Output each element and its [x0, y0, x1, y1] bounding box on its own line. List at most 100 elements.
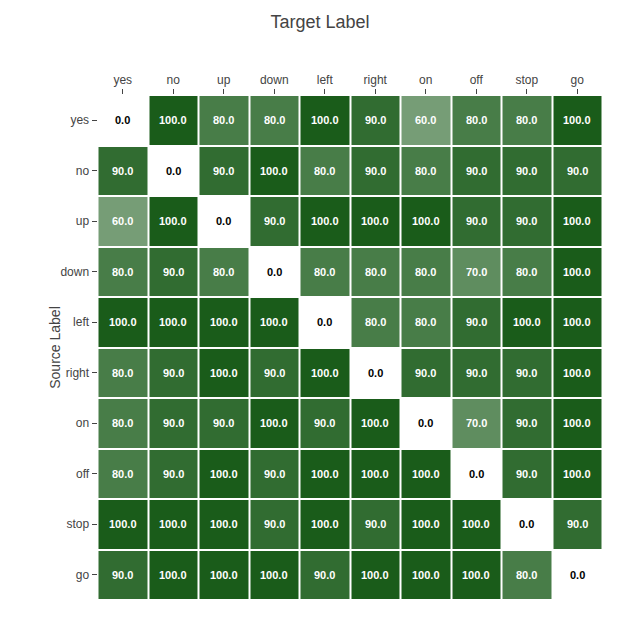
- svg-text:100.0: 100.0: [311, 367, 339, 379]
- svg-text:yes: yes: [70, 113, 89, 127]
- svg-text:0.0: 0.0: [166, 165, 181, 177]
- svg-text:right: right: [66, 366, 90, 380]
- svg-text:100.0: 100.0: [159, 518, 187, 530]
- svg-text:80.0: 80.0: [213, 114, 234, 126]
- svg-text:100.0: 100.0: [210, 316, 238, 328]
- svg-text:100.0: 100.0: [159, 215, 187, 227]
- svg-text:100.0: 100.0: [563, 367, 591, 379]
- svg-text:100.0: 100.0: [210, 569, 238, 581]
- svg-text:100.0: 100.0: [563, 266, 591, 278]
- svg-text:100.0: 100.0: [361, 215, 389, 227]
- svg-text:stop: stop: [66, 517, 89, 531]
- svg-text:90.0: 90.0: [466, 165, 487, 177]
- svg-text:90.0: 90.0: [567, 518, 588, 530]
- svg-text:100.0: 100.0: [412, 215, 440, 227]
- svg-text:80.0: 80.0: [415, 316, 436, 328]
- svg-text:80.0: 80.0: [314, 266, 335, 278]
- svg-text:100.0: 100.0: [260, 417, 288, 429]
- svg-text:100.0: 100.0: [462, 569, 490, 581]
- svg-text:90.0: 90.0: [365, 114, 386, 126]
- svg-text:on: on: [419, 73, 432, 87]
- svg-text:90.0: 90.0: [466, 316, 487, 328]
- svg-text:0.0: 0.0: [115, 114, 130, 126]
- svg-text:0.0: 0.0: [368, 367, 383, 379]
- svg-text:100.0: 100.0: [563, 316, 591, 328]
- svg-text:100.0: 100.0: [311, 468, 339, 480]
- svg-text:off: off: [76, 467, 90, 481]
- svg-text:80.0: 80.0: [365, 316, 386, 328]
- svg-text:90.0: 90.0: [516, 367, 537, 379]
- svg-text:90.0: 90.0: [516, 468, 537, 480]
- svg-text:80.0: 80.0: [415, 266, 436, 278]
- svg-text:90.0: 90.0: [264, 468, 285, 480]
- svg-text:70.0: 70.0: [466, 417, 487, 429]
- svg-text:100.0: 100.0: [260, 165, 288, 177]
- svg-text:90.0: 90.0: [112, 165, 133, 177]
- svg-text:100.0: 100.0: [159, 114, 187, 126]
- svg-text:100.0: 100.0: [311, 114, 339, 126]
- svg-text:90.0: 90.0: [365, 518, 386, 530]
- svg-text:0.0: 0.0: [267, 266, 282, 278]
- svg-text:off: off: [470, 73, 484, 87]
- svg-text:80.0: 80.0: [264, 114, 285, 126]
- svg-text:100.0: 100.0: [210, 367, 238, 379]
- svg-text:80.0: 80.0: [516, 114, 537, 126]
- svg-text:90.0: 90.0: [516, 165, 537, 177]
- svg-text:no: no: [167, 73, 181, 87]
- svg-text:down: down: [60, 265, 89, 279]
- svg-text:100.0: 100.0: [513, 316, 541, 328]
- svg-text:up: up: [217, 73, 231, 87]
- svg-text:90.0: 90.0: [466, 367, 487, 379]
- svg-text:90.0: 90.0: [314, 417, 335, 429]
- svg-text:yes: yes: [113, 73, 132, 87]
- svg-text:100.0: 100.0: [563, 114, 591, 126]
- svg-text:go: go: [76, 568, 90, 582]
- svg-text:0.0: 0.0: [570, 569, 585, 581]
- svg-text:100.0: 100.0: [361, 569, 389, 581]
- svg-text:left: left: [317, 73, 334, 87]
- svg-text:90.0: 90.0: [112, 569, 133, 581]
- svg-text:0.0: 0.0: [317, 316, 332, 328]
- svg-text:100.0: 100.0: [159, 316, 187, 328]
- svg-text:90.0: 90.0: [516, 215, 537, 227]
- svg-text:90.0: 90.0: [415, 367, 436, 379]
- svg-text:80.0: 80.0: [466, 114, 487, 126]
- svg-text:80.0: 80.0: [112, 417, 133, 429]
- svg-text:90.0: 90.0: [163, 468, 184, 480]
- svg-text:down: down: [260, 73, 289, 87]
- svg-text:100.0: 100.0: [260, 569, 288, 581]
- svg-text:Target Label: Target Label: [270, 12, 369, 32]
- svg-text:on: on: [76, 416, 89, 430]
- svg-text:80.0: 80.0: [415, 165, 436, 177]
- svg-text:up: up: [76, 214, 90, 228]
- svg-text:80.0: 80.0: [112, 367, 133, 379]
- svg-text:90.0: 90.0: [213, 165, 234, 177]
- svg-text:0.0: 0.0: [519, 518, 534, 530]
- svg-text:100.0: 100.0: [563, 215, 591, 227]
- svg-text:100.0: 100.0: [159, 569, 187, 581]
- svg-text:stop: stop: [515, 73, 538, 87]
- svg-text:90.0: 90.0: [163, 266, 184, 278]
- svg-text:100.0: 100.0: [563, 468, 591, 480]
- svg-text:80.0: 80.0: [314, 165, 335, 177]
- svg-text:80.0: 80.0: [112, 266, 133, 278]
- svg-text:0.0: 0.0: [469, 468, 484, 480]
- svg-text:100.0: 100.0: [361, 468, 389, 480]
- svg-text:no: no: [76, 164, 90, 178]
- svg-text:100.0: 100.0: [260, 316, 288, 328]
- svg-text:90.0: 90.0: [163, 367, 184, 379]
- svg-text:90.0: 90.0: [567, 165, 588, 177]
- svg-text:60.0: 60.0: [112, 215, 133, 227]
- svg-text:90.0: 90.0: [516, 417, 537, 429]
- svg-text:80.0: 80.0: [365, 266, 386, 278]
- svg-text:0.0: 0.0: [418, 417, 433, 429]
- svg-text:left: left: [73, 315, 90, 329]
- svg-text:90.0: 90.0: [264, 518, 285, 530]
- svg-text:100.0: 100.0: [412, 468, 440, 480]
- svg-text:90.0: 90.0: [213, 417, 234, 429]
- svg-text:80.0: 80.0: [112, 468, 133, 480]
- svg-text:100.0: 100.0: [563, 417, 591, 429]
- svg-text:90.0: 90.0: [314, 569, 335, 581]
- svg-text:0.0: 0.0: [216, 215, 231, 227]
- svg-text:100.0: 100.0: [412, 518, 440, 530]
